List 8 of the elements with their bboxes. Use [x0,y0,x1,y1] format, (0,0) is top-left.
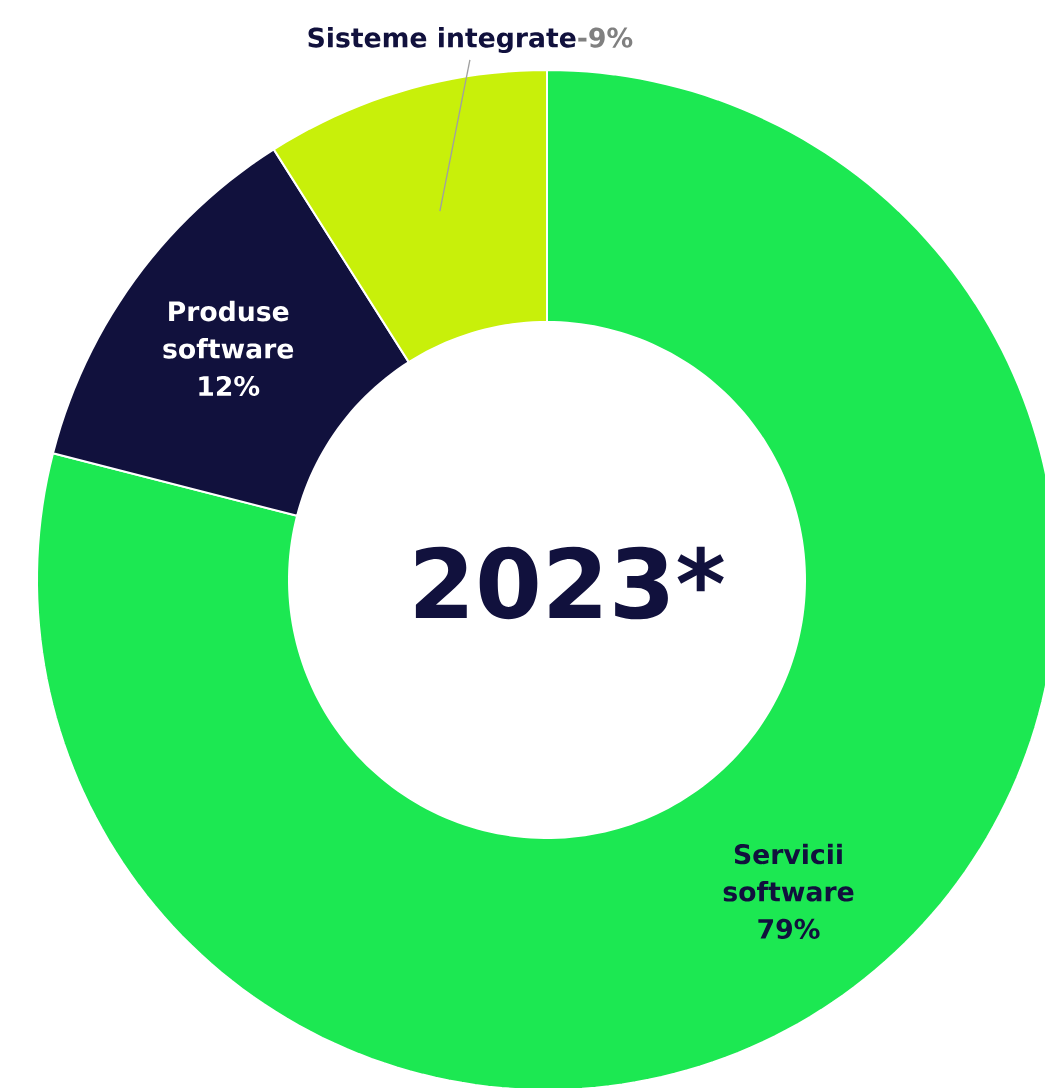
data-label: 79% [758,918,820,939]
data-label: 12% [199,375,260,397]
text: 2023* [415,546,724,620]
data-label: 9% [589,27,633,48]
slice-label: Produse software [163,300,294,359]
slice-label: Servicii software [723,843,854,902]
slice-label: Sisteme integrate [308,27,576,54]
text: - [578,37,587,42]
